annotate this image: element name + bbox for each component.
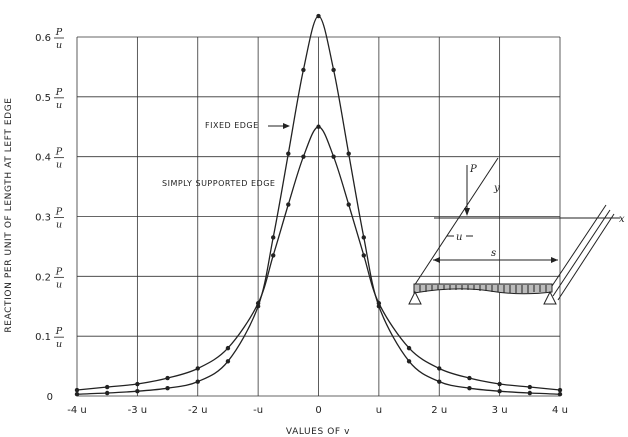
y-axis-label: y — [493, 183, 500, 194]
data-point-simply-supported — [406, 345, 412, 351]
y-axis-title: REACTION PER UNIT OF LENGTH AT LEFT EDGE — [4, 97, 14, 332]
annotation-simply-supported: SIMPLY SUPPORTED EDGE — [162, 179, 275, 188]
data-point-fixed-edge — [557, 392, 563, 397]
data-point-simply-supported — [467, 375, 472, 381]
y-tick-label: 0.6 — [35, 33, 51, 44]
data-point-simply-supported — [316, 124, 321, 129]
data-point-fixed-edge — [497, 389, 502, 394]
data-point-simply-supported — [361, 253, 366, 258]
data-point-fixed-edge — [437, 379, 442, 384]
y-tick-numerator: P — [55, 326, 63, 337]
data-point-simply-supported — [346, 202, 351, 207]
data-point-simply-supported — [225, 345, 231, 351]
data-point-simply-supported — [104, 384, 110, 390]
y-tick-numerator: P — [55, 266, 63, 277]
x-tick-label: 3 u — [492, 405, 508, 416]
s-dim-label: s — [491, 248, 496, 259]
y-tick-label: 0 — [47, 392, 53, 403]
left-support — [408, 290, 422, 305]
data-point-simply-supported — [74, 387, 80, 393]
load-label: P — [469, 164, 477, 175]
annotation-fixed-edge-arrowhead — [283, 123, 290, 129]
data-point-fixed-edge — [301, 67, 306, 73]
y-tick-denominator: u — [56, 160, 62, 171]
plate-right-edge-3 — [557, 213, 615, 301]
x-tick-label: -u — [253, 405, 263, 416]
u-dim-label: u — [456, 232, 462, 243]
y-tick-denominator: u — [56, 100, 62, 111]
data-point-fixed-edge — [346, 151, 351, 156]
data-point-fixed-edge — [467, 386, 472, 391]
y-tick-label: 0.1 — [35, 332, 51, 343]
data-point-fixed-edge — [165, 386, 170, 391]
data-point-fixed-edge — [104, 390, 110, 396]
s-dim-arrow-right — [551, 257, 558, 263]
data-point-simply-supported — [255, 301, 261, 306]
data-point-simply-supported — [286, 202, 291, 207]
y-tick-numerator: P — [55, 87, 63, 98]
y-tick-numerator: P — [55, 207, 63, 218]
data-point-fixed-edge — [316, 13, 321, 19]
x-tick-label: -2 u — [188, 405, 208, 416]
data-point-fixed-edge — [225, 359, 231, 364]
y-tick-denominator: u — [56, 279, 62, 290]
x-axis-title: VALUES OF v — [286, 427, 350, 437]
y-tick-label: 0.5 — [35, 93, 51, 104]
inset-plate-diagram: P y x u s — [408, 157, 625, 305]
data-point-fixed-edge — [331, 67, 336, 73]
y-tick-numerator: P — [55, 147, 63, 158]
y-tick-denominator: u — [56, 220, 62, 231]
plate-right-edge-2 — [552, 209, 611, 297]
data-point-simply-supported — [195, 366, 200, 371]
y-tick-denominator: u — [56, 339, 62, 350]
data-point-simply-supported — [301, 154, 306, 159]
x-tick-label: 2 u — [431, 405, 447, 416]
y-tick-denominator: u — [56, 40, 62, 51]
x-axis-label: x — [619, 214, 625, 225]
data-point-fixed-edge — [271, 235, 276, 240]
y-tick-label: 0.2 — [35, 272, 51, 283]
data-point-simply-supported — [135, 381, 140, 387]
data-point-fixed-edge — [527, 390, 533, 396]
data-point-simply-supported — [437, 366, 442, 371]
data-point-simply-supported — [376, 301, 382, 306]
data-point-fixed-edge — [195, 379, 200, 384]
y-tick-label: 0.4 — [35, 153, 51, 164]
x-tick-label: 4 u — [552, 405, 568, 416]
data-point-simply-supported — [527, 384, 533, 390]
data-point-fixed-edge — [406, 359, 412, 364]
annotation-fixed-edge: FIXED EDGE — [205, 121, 259, 130]
y-tick-numerator: P — [55, 27, 63, 38]
data-point-fixed-edge — [74, 392, 80, 397]
grid-lines — [76, 36, 561, 397]
tick-labels: -4 u -3 u -2 u -u 0 u 2 u 3 u 4 u 0 0.1 Pu 0.2 Pu 0.3 P… — [35, 27, 568, 416]
x-tick-label: -4 u — [67, 405, 87, 416]
x-tick-label: u — [376, 405, 382, 416]
data-point-fixed-edge — [286, 151, 291, 156]
curve-layer — [74, 13, 563, 397]
y-tick-label: 0.3 — [35, 213, 51, 224]
x-tick-label: 0 — [315, 405, 321, 416]
plate-section — [413, 283, 553, 295]
data-point-simply-supported — [331, 154, 336, 159]
data-point-fixed-edge — [361, 235, 366, 240]
plate-section-hatch — [419, 285, 547, 293]
plate-right-edge-1 — [547, 204, 607, 293]
data-point-fixed-edge — [135, 389, 140, 394]
data-point-simply-supported — [165, 375, 170, 381]
load-arrowhead — [464, 208, 470, 216]
right-support — [543, 290, 557, 305]
data-point-simply-supported — [497, 381, 502, 387]
x-tick-label: -3 u — [128, 405, 148, 416]
data-point-simply-supported — [271, 253, 276, 258]
s-dim-arrow-left — [433, 257, 440, 263]
plate-left-edge — [413, 157, 499, 287]
data-point-simply-supported — [557, 387, 563, 393]
